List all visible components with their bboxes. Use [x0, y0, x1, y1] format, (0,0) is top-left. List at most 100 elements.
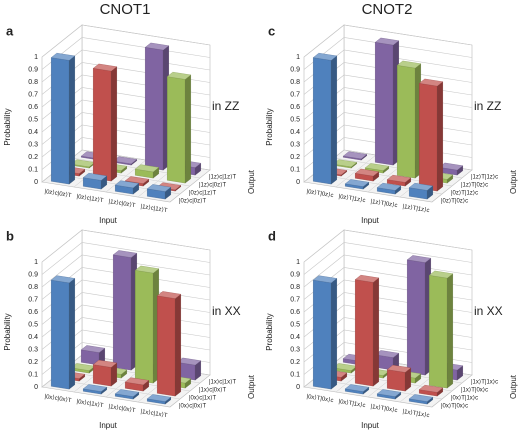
bar	[428, 270, 454, 389]
bar	[374, 37, 400, 166]
bar-top	[144, 42, 170, 51]
bar	[70, 363, 96, 374]
x-tick-label: |0x⟩c|1x⟩T	[76, 398, 104, 409]
panel-label: c	[268, 23, 275, 38]
y-tick-label: 0	[296, 179, 300, 186]
bar-top	[92, 63, 118, 72]
z-tick-label: |0x⟩c|1x⟩T	[189, 395, 216, 402]
bar	[114, 389, 140, 400]
bar-side	[185, 74, 191, 184]
z-tick-label: |1z⟩T|0z⟩c	[461, 182, 488, 189]
x-tick-label: |0z⟩c|1z⟩T	[76, 193, 104, 204]
y-tick-label: 0.9	[28, 66, 38, 73]
y-axis-label: Probability	[3, 108, 12, 145]
bar	[418, 384, 444, 397]
bar-top	[354, 274, 380, 283]
bar-front	[375, 42, 394, 166]
grid-line	[41, 229, 211, 263]
bar-side	[437, 81, 443, 192]
bar-top	[396, 60, 422, 69]
y-tick-label: 0.8	[28, 284, 38, 291]
bar	[112, 156, 138, 166]
bar-front	[93, 364, 112, 387]
bar-side	[373, 277, 379, 387]
y-tick-label: 0.3	[28, 346, 38, 353]
x-tick-label: |1x⟩c|0x⟩T	[108, 403, 136, 414]
bar-top	[376, 389, 402, 397]
y-tick-label: 0.1	[290, 166, 300, 173]
bar	[134, 164, 160, 179]
bar-top	[82, 172, 108, 181]
annotation: in XX	[212, 304, 241, 318]
x-axis-label: Input	[361, 421, 380, 430]
x-tick-label: |1x⟩c|1x⟩T	[140, 408, 168, 419]
y-tick-label: 0.2	[290, 154, 300, 161]
x-axis-label: Input	[99, 421, 118, 430]
z-tick-label: |1z⟩c|0z⟩T	[199, 182, 226, 189]
bar-front	[93, 68, 112, 182]
bar	[82, 172, 108, 190]
bar	[354, 274, 380, 387]
bar-top	[312, 52, 338, 61]
bar-front	[135, 270, 154, 384]
bar-top	[134, 265, 160, 274]
bar	[418, 78, 444, 192]
x-tick-label: |0x⟩T|1x⟩c	[338, 398, 366, 409]
y-tick-label: 0.7	[28, 91, 38, 98]
y-tick-label: 0.7	[290, 91, 300, 98]
bar-top	[418, 384, 444, 393]
bar-top	[344, 179, 370, 187]
x-tick-label: |1z⟩c|1z⟩T	[140, 203, 168, 214]
y-tick-label: 0.9	[290, 66, 300, 73]
z-tick-label: |1x⟩T|0x⟩c	[461, 387, 488, 394]
y-axis-label: Probability	[3, 313, 12, 350]
bar	[50, 275, 76, 390]
bar	[406, 255, 432, 376]
x-tick-label: |0z⟩T|0z⟩c	[306, 188, 334, 199]
bar-front	[313, 279, 332, 390]
bar	[312, 52, 338, 185]
y-tick-label: 0.1	[290, 371, 300, 378]
bar	[82, 384, 108, 395]
x-tick-label: |0x⟩T|0x⟩c	[306, 393, 334, 404]
z-tick-label: |0z⟩c|0z⟩T	[179, 198, 206, 205]
bar	[344, 179, 370, 190]
grid-line	[41, 254, 211, 288]
bar	[124, 377, 150, 392]
bar	[112, 250, 138, 371]
bar-front	[429, 275, 448, 389]
x-tick-label: |1z⟩T|0z⟩c	[370, 198, 398, 209]
y-tick-label: 0.1	[28, 166, 38, 173]
x-tick-label: |1x⟩T|1x⟩c	[402, 408, 430, 419]
bar-top	[408, 182, 434, 191]
annotation: in ZZ	[212, 99, 239, 113]
z-axis-label: Output	[509, 374, 518, 399]
y-tick-label: 0.6	[290, 104, 300, 111]
bar-top	[146, 184, 172, 192]
bar-top	[50, 275, 76, 284]
y-tick-label: 0.2	[290, 359, 300, 366]
bar	[408, 394, 434, 405]
bar	[408, 182, 434, 200]
bar-front	[355, 279, 374, 387]
column-title: CNOT2	[362, 1, 413, 18]
y-tick-label: 0.1	[28, 371, 38, 378]
y-tick-label: 0.9	[290, 271, 300, 278]
bar-top	[374, 37, 400, 46]
bar	[50, 52, 76, 185]
panel: 00.10.20.30.40.50.60.70.80.91|0x⟩c|0x⟩T |…	[3, 228, 256, 430]
bar-top	[156, 291, 182, 299]
y-tick-label: 0.5	[290, 321, 300, 328]
y-tick-label: 0.5	[28, 116, 38, 123]
grid-line	[41, 242, 211, 275]
z-tick-label: |1x⟩c|0x⟩T	[199, 387, 226, 394]
z-axis-label: Output	[247, 374, 256, 399]
bar-front	[407, 259, 426, 376]
x-axis-label: Input	[361, 216, 380, 225]
y-tick-label: 0.4	[28, 129, 38, 136]
bar	[376, 182, 402, 195]
y-tick-label: 0.4	[28, 334, 38, 341]
y-tick-label: 1	[34, 259, 38, 266]
z-tick-label: |1x⟩c|1x⟩T	[209, 379, 236, 386]
